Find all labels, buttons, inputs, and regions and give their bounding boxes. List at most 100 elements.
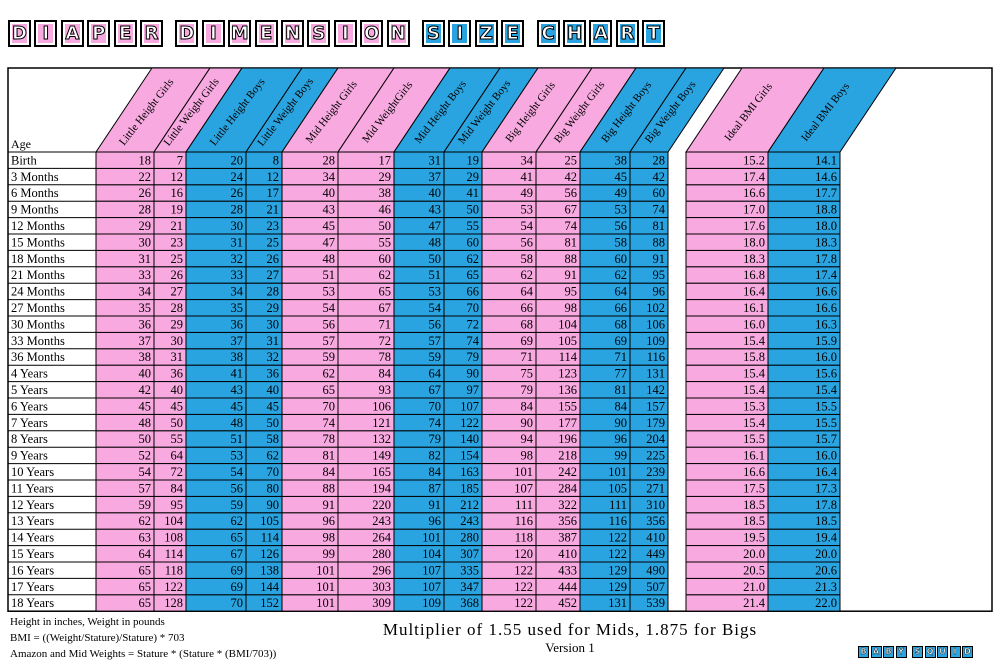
brand-letter: A <box>870 646 882 658</box>
cell-value: 41 <box>231 367 244 381</box>
cell-value: 30 <box>171 334 184 348</box>
cell-value: 55 <box>379 235 392 249</box>
cell-value: 194 <box>372 481 392 495</box>
cell-value: 163 <box>460 465 479 479</box>
cell-value: 101 <box>422 531 441 545</box>
cell-value: 42 <box>653 170 666 184</box>
cell-value: 51 <box>323 268 336 282</box>
cell-value: 80 <box>267 481 280 495</box>
cell-value: 91 <box>565 268 578 282</box>
cell-value: 96 <box>323 514 336 528</box>
cell-value: 98 <box>521 449 534 463</box>
cell-value: 99 <box>615 449 628 463</box>
row-label: 9 Months <box>11 203 59 217</box>
cell-value: 16.4 <box>815 465 838 479</box>
cell-value: 17.4 <box>815 268 838 282</box>
cell-value: 57 <box>323 334 336 348</box>
cell-value: 27 <box>171 285 184 299</box>
cell-value: 157 <box>646 399 665 413</box>
row-label: 14 Years <box>11 531 54 545</box>
cell-value: 53 <box>429 285 442 299</box>
cell-value: 15.5 <box>743 432 765 446</box>
cell-value: 105 <box>558 334 577 348</box>
row-label: 12 Months <box>11 219 65 233</box>
cell-value: 67 <box>379 301 392 315</box>
cell-value: 84 <box>429 465 442 479</box>
cell-value: 28 <box>139 203 152 217</box>
cell-value: 122 <box>608 547 627 561</box>
cell-value: 19 <box>467 153 480 167</box>
cell-value: 101 <box>316 596 335 610</box>
cell-value: 65 <box>231 531 244 545</box>
row-label: 24 Months <box>11 285 65 299</box>
title-letter: I <box>201 20 225 47</box>
cell-value: 29 <box>267 301 280 315</box>
cell-value: 48 <box>231 416 244 430</box>
title-letter: E <box>501 20 525 47</box>
table-cell <box>767 594 841 612</box>
cell-value: 17 <box>379 153 392 167</box>
cell-value: 21 <box>171 219 184 233</box>
title-letter: N <box>281 20 304 47</box>
cell-value: 34 <box>231 285 244 299</box>
cell-value: 18.0 <box>815 219 837 233</box>
cell-value: 69 <box>231 563 244 577</box>
cell-value: 50 <box>139 432 152 446</box>
cell-value: 56 <box>615 219 628 233</box>
cell-value: 91 <box>429 498 442 512</box>
cell-value: 20.5 <box>743 563 765 577</box>
cell-value: 18.5 <box>815 514 837 528</box>
cell-value: 15.9 <box>815 334 837 348</box>
row-label: 6 Months <box>11 186 59 200</box>
row-label: 18 Years <box>11 596 54 610</box>
cell-value: 204 <box>646 432 666 446</box>
cell-value: 64 <box>521 285 534 299</box>
cell-value: 106 <box>372 399 391 413</box>
cell-value: 46 <box>379 203 392 217</box>
cell-value: 34 <box>323 170 336 184</box>
cell-value: 8 <box>273 153 279 167</box>
cell-value: 29 <box>171 317 184 331</box>
cell-value: 128 <box>164 596 183 610</box>
cell-value: 18 <box>139 153 152 167</box>
cell-value: 67 <box>565 203 578 217</box>
brand-letter: D <box>962 646 973 658</box>
cell-value: 57 <box>139 481 152 495</box>
cell-value: 18.5 <box>743 514 765 528</box>
cell-value: 84 <box>379 367 392 381</box>
cell-value: 108 <box>164 531 183 545</box>
cell-value: 16.0 <box>743 317 765 331</box>
cell-value: 116 <box>609 514 627 528</box>
row-label: 13 Years <box>11 514 54 528</box>
cell-value: 16.6 <box>743 465 765 479</box>
title-letter: D <box>175 20 199 47</box>
cell-value: 36 <box>231 317 244 331</box>
cell-value: 17.8 <box>815 498 837 512</box>
cell-value: 41 <box>521 170 534 184</box>
cell-value: 28 <box>267 285 280 299</box>
cell-value: 15.2 <box>743 153 765 167</box>
cell-value: 32 <box>267 350 280 364</box>
cell-value: 15.8 <box>743 350 765 364</box>
cell-value: 155 <box>558 399 577 413</box>
cell-value: 154 <box>460 449 480 463</box>
cell-value: 185 <box>460 481 479 495</box>
cell-value: 54 <box>429 301 442 315</box>
cell-value: 18.8 <box>815 203 837 217</box>
row-header-label: Age <box>11 137 31 151</box>
cell-value: 65 <box>379 285 392 299</box>
version-label: Version 1 <box>545 640 595 655</box>
cell-value: 28 <box>231 203 244 217</box>
cell-value: 239 <box>646 465 665 479</box>
cell-value: 95 <box>565 285 578 299</box>
cell-value: 152 <box>260 596 279 610</box>
cell-value: 29 <box>467 170 480 184</box>
cell-value: 74 <box>565 219 578 233</box>
cell-value: 56 <box>565 186 578 200</box>
row-label: 9 Years <box>11 449 48 463</box>
cell-value: 12 <box>267 170 280 184</box>
cell-value: 69 <box>231 580 244 594</box>
cell-value: 62 <box>267 449 280 463</box>
cell-value: 138 <box>260 563 279 577</box>
row-label: 6 Years <box>11 399 48 413</box>
